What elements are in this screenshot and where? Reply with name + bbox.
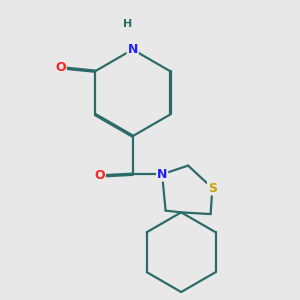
Text: O: O xyxy=(94,169,105,182)
Text: O: O xyxy=(55,61,66,74)
Text: N: N xyxy=(157,168,167,181)
Text: H: H xyxy=(123,19,132,28)
Text: N: N xyxy=(128,43,138,56)
Text: S: S xyxy=(208,182,217,195)
